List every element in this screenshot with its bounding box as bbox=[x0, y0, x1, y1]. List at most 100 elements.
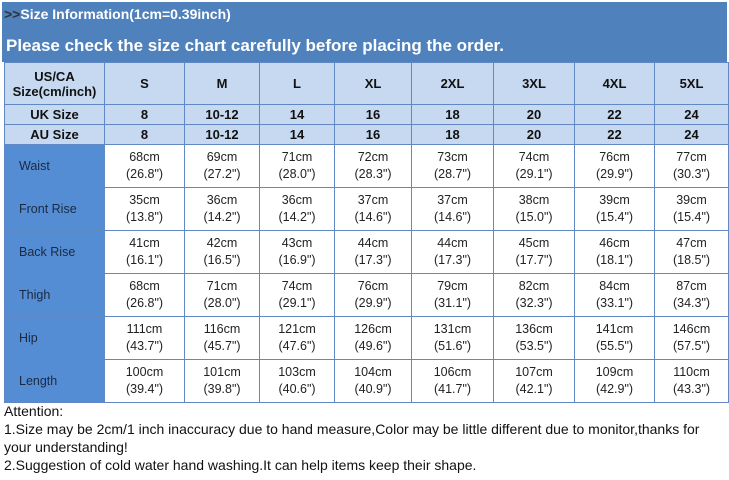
cell-text: 68cm bbox=[129, 150, 160, 164]
cell-text: (42.9") bbox=[595, 382, 634, 396]
cell-text: 76cm bbox=[599, 150, 630, 164]
cell-text: 79cm bbox=[437, 279, 468, 293]
size-chart-table: US/CA Size(cm/inch) S M L XL 2XL 3XL 4XL 5XL UK Si… bbox=[4, 62, 729, 403]
cell-text: (30.3") bbox=[672, 167, 711, 181]
measurement-cell: 87cm (34.3") bbox=[654, 273, 729, 317]
size-info-title: >>Size Information(1cm=0.39inch) bbox=[4, 6, 231, 22]
cell-text: (15.0") bbox=[515, 210, 553, 224]
measurement-cell: 146cm (57.5") bbox=[654, 316, 729, 360]
cell-text: 24 bbox=[684, 107, 699, 122]
cell-text: (14.6") bbox=[354, 210, 392, 224]
measurement-label: Thigh bbox=[4, 273, 105, 317]
au-size-cell: 10-12 bbox=[184, 124, 260, 145]
uk-size-cell: 10-12 bbox=[184, 104, 260, 125]
cell-text: 22 bbox=[607, 127, 622, 142]
cell-text: (29.1") bbox=[515, 167, 553, 181]
cell-text: 43cm bbox=[281, 236, 313, 250]
measurement-cell: 84cm (33.1") bbox=[574, 273, 655, 317]
cell-text: UK Size bbox=[30, 107, 79, 122]
measurement-cell: 109cm (42.9") bbox=[574, 359, 655, 403]
cell-text: 41cm bbox=[129, 236, 160, 250]
measurement-cell: 73cm (28.7") bbox=[411, 144, 494, 188]
cell-text: 44cm bbox=[357, 236, 389, 250]
uk-size-cell: 14 bbox=[259, 104, 335, 125]
cell-text: 45cm bbox=[518, 236, 550, 250]
cell-text: (28.7") bbox=[433, 167, 472, 181]
measurement-row: Length 100cm (39.4") 101cm (39.8") 103cm (40.6… bbox=[4, 359, 729, 403]
measurement-cell: 76cm (29.9") bbox=[574, 144, 655, 188]
cell-text: (26.8") bbox=[125, 167, 164, 181]
cell-text: (57.5") bbox=[672, 339, 711, 353]
au-size-cell: 18 bbox=[411, 124, 494, 145]
cell-text: (14.6") bbox=[433, 210, 472, 224]
cell-text: 71cm bbox=[281, 150, 313, 164]
cell-text: 39cm bbox=[599, 193, 630, 207]
cell-text: AU Size bbox=[30, 127, 79, 142]
au-size-cell: 14 bbox=[259, 124, 335, 145]
cell-text: (26.8") bbox=[125, 296, 164, 310]
cell-text: Length bbox=[19, 373, 58, 388]
title-banner: >>Size Information(1cm=0.39inch) Please … bbox=[2, 2, 727, 62]
measurement-cell: 71cm (28.0") bbox=[184, 273, 260, 317]
cell-text: 38cm bbox=[518, 193, 550, 207]
measurement-cell: 44cm (17.3") bbox=[334, 230, 412, 274]
cell-text: L bbox=[293, 76, 301, 91]
cell-text: (40.9") bbox=[354, 382, 392, 396]
cell-text: Waist bbox=[19, 158, 50, 173]
measurement-cell: 131cm (51.6") bbox=[411, 316, 494, 360]
size-header-cell: XL bbox=[334, 62, 412, 105]
measurement-cell: 35cm (13.8") bbox=[104, 187, 185, 231]
cell-text: (16.5") bbox=[203, 253, 241, 267]
cell-text: 10-12 bbox=[205, 127, 239, 142]
measurement-cell: 37cm (14.6") bbox=[334, 187, 412, 231]
cell-text: (14.2") bbox=[203, 210, 241, 224]
cell-text: 16 bbox=[365, 107, 381, 122]
size-header-row: US/CA Size(cm/inch) S M L XL 2XL 3XL 4XL 5XL bbox=[4, 62, 729, 105]
measurement-cell: 141cm (55.5") bbox=[574, 316, 655, 360]
measurement-cell: 39cm (15.4") bbox=[654, 187, 729, 231]
cell-text: (41.7") bbox=[433, 382, 472, 396]
measurement-cell: 36cm (14.2") bbox=[259, 187, 335, 231]
measurement-label: Hip bbox=[4, 316, 105, 360]
au-size-row: AU Size 8 10-12 14 16 18 20 22 24 bbox=[4, 124, 729, 145]
cell-text: (18.5") bbox=[672, 253, 711, 267]
measurement-row: Waist 68cm (26.8") 69cm (27.2") 71cm (28.0") 72… bbox=[4, 144, 729, 188]
cell-text: (55.5") bbox=[595, 339, 634, 353]
cell-text: 39cm bbox=[676, 193, 707, 207]
cell-text: 107cm bbox=[515, 365, 553, 379]
measurement-cell: 82cm (32.3") bbox=[493, 273, 575, 317]
size-info-text: Size Information(1cm=0.39inch) bbox=[20, 6, 231, 22]
cell-text: (42.1") bbox=[515, 382, 553, 396]
cell-text: 37cm bbox=[437, 193, 468, 207]
cell-text: 146cm bbox=[672, 322, 711, 336]
measurement-cell: 68cm (26.8") bbox=[104, 273, 185, 317]
cell-text: S bbox=[140, 76, 149, 91]
size-header-cell: 4XL bbox=[574, 62, 655, 105]
uk-size-cell: 18 bbox=[411, 104, 494, 125]
cell-text: (16.1") bbox=[125, 253, 164, 267]
cell-text: 141cm bbox=[595, 322, 634, 336]
uk-size-cell: 24 bbox=[654, 104, 729, 125]
cell-text: (39.4") bbox=[125, 382, 164, 396]
cell-text: (13.8") bbox=[125, 210, 164, 224]
measurement-cell: 71cm (28.0") bbox=[259, 144, 335, 188]
cell-text: 37cm bbox=[357, 193, 389, 207]
measurement-cell: 116cm (45.7") bbox=[184, 316, 260, 360]
cell-text: (17.3") bbox=[433, 253, 472, 267]
attention-notes: Attention: 1.Size may be 2cm/1 inch inac… bbox=[4, 402, 728, 474]
cell-text: 36cm bbox=[206, 193, 238, 207]
measurement-cell: 68cm (26.8") bbox=[104, 144, 185, 188]
cell-text: 2XL bbox=[440, 76, 465, 91]
measurement-cell: 47cm (18.5") bbox=[654, 230, 729, 274]
cell-text: 82cm bbox=[518, 279, 550, 293]
cell-text: (45.7") bbox=[203, 339, 241, 353]
uk-size-row: UK Size 8 10-12 14 16 18 20 22 24 bbox=[4, 104, 729, 125]
cell-text: (40.6") bbox=[278, 382, 316, 396]
measurement-cell: 76cm (29.9") bbox=[334, 273, 412, 317]
cell-text: 84cm bbox=[599, 279, 630, 293]
measurement-row: Thigh 68cm (26.8") 71cm (28.0") 74cm (29.1") 76… bbox=[4, 273, 729, 317]
cell-text: 87cm bbox=[676, 279, 707, 293]
cell-text: 5XL bbox=[679, 76, 704, 91]
cell-text: 42cm bbox=[206, 236, 238, 250]
au-size-cell: 16 bbox=[334, 124, 412, 145]
